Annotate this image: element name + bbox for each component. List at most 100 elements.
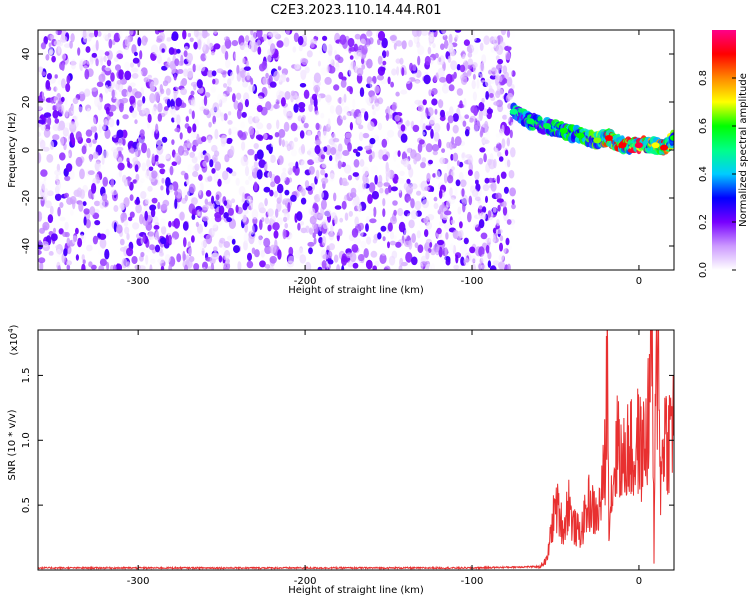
noise-speckle xyxy=(246,72,250,81)
noise-speckle xyxy=(276,119,280,130)
noise-speckle xyxy=(156,38,163,43)
noise-speckle xyxy=(169,165,174,176)
noise-speckle xyxy=(374,174,378,185)
noise-speckle xyxy=(235,135,240,145)
noise-speckle xyxy=(399,57,404,65)
noise-speckle xyxy=(381,37,388,49)
noise-speckle xyxy=(337,228,343,237)
noise-speckle xyxy=(232,51,236,61)
noise-speckle xyxy=(308,227,314,235)
noise-speckle xyxy=(139,50,143,60)
noise-speckle xyxy=(214,150,220,157)
noise-speckle xyxy=(54,74,58,79)
noise-speckle xyxy=(202,42,206,52)
noise-speckle xyxy=(401,67,405,77)
noise-speckle xyxy=(412,72,418,78)
snr-y-label: SNR (10 * v/v) xyxy=(7,409,18,480)
noise-speckle xyxy=(370,130,379,138)
noise-speckle xyxy=(211,70,217,77)
noise-speckle xyxy=(374,260,380,267)
noise-speckle xyxy=(226,235,234,241)
noise-speckle xyxy=(378,174,383,184)
noise-speckle xyxy=(452,152,459,162)
noise-speckle xyxy=(216,68,224,74)
noise-speckle xyxy=(232,93,236,103)
noise-speckle xyxy=(348,210,353,217)
noise-speckle xyxy=(129,30,134,36)
noise-speckle xyxy=(263,33,267,42)
noise-speckle xyxy=(75,156,83,167)
noise-speckle xyxy=(258,202,265,213)
noise-speckle xyxy=(299,221,305,226)
noise-speckle xyxy=(324,173,328,178)
noise-speckle xyxy=(498,261,506,270)
noise-speckle xyxy=(81,263,86,270)
noise-speckle xyxy=(136,142,142,151)
noise-speckle xyxy=(253,161,258,168)
noise-speckle xyxy=(350,187,357,196)
noise-speckle xyxy=(485,91,489,100)
noise-speckle xyxy=(64,96,68,106)
noise-speckle xyxy=(139,129,145,137)
noise-speckle xyxy=(357,230,364,237)
noise-speckle xyxy=(509,129,513,139)
noise-speckle xyxy=(265,72,269,79)
noise-speckle xyxy=(225,255,231,264)
noise-speckle xyxy=(479,211,487,221)
noise-speckle xyxy=(310,42,315,48)
noise-speckle xyxy=(198,174,203,181)
noise-speckle xyxy=(191,97,196,107)
noise-speckle xyxy=(266,144,272,151)
noise-speckle xyxy=(69,209,74,216)
noise-speckle xyxy=(41,241,49,248)
noise-speckle xyxy=(434,123,441,133)
noise-speckle xyxy=(389,35,397,41)
noise-speckle xyxy=(221,44,227,54)
noise-speckle xyxy=(92,235,98,245)
noise-speckle xyxy=(464,129,470,137)
noise-speckle xyxy=(237,261,242,270)
noise-speckle xyxy=(295,161,299,169)
noise-speckle xyxy=(424,186,430,192)
noise-speckle xyxy=(321,131,328,139)
spectrogram-x-tick-label: -100 xyxy=(461,276,484,287)
noise-speckle xyxy=(275,208,279,218)
noise-speckle xyxy=(348,64,353,76)
noise-speckle xyxy=(358,124,364,130)
noise-speckle xyxy=(186,67,194,79)
noise-speckle xyxy=(320,112,325,119)
noise-speckle xyxy=(251,232,255,237)
noise-speckle xyxy=(110,189,118,196)
noise-speckle xyxy=(223,83,228,88)
noise-speckle xyxy=(193,41,198,50)
noise-speckle xyxy=(420,261,428,267)
noise-speckle xyxy=(116,146,124,152)
noise-speckle xyxy=(145,132,149,138)
noise-speckle xyxy=(467,169,473,176)
noise-speckle xyxy=(137,37,142,47)
noise-speckle xyxy=(38,257,46,264)
noise-speckle xyxy=(219,237,226,244)
noise-speckle xyxy=(231,198,236,204)
noise-speckle xyxy=(471,62,478,69)
noise-speckle xyxy=(178,60,184,66)
noise-speckle xyxy=(226,217,233,223)
noise-speckle xyxy=(321,43,327,54)
noise-speckle xyxy=(305,225,310,234)
noise-speckle xyxy=(344,194,348,201)
noise-speckle xyxy=(195,221,199,228)
noise-speckle xyxy=(408,32,413,39)
noise-speckle xyxy=(414,242,419,249)
noise-speckle xyxy=(267,135,273,140)
noise-speckle xyxy=(364,111,369,122)
noise-speckle xyxy=(495,192,502,200)
noise-speckle xyxy=(74,177,81,188)
noise-speckle xyxy=(39,227,45,234)
noise-speckle xyxy=(286,77,290,83)
noise-speckle xyxy=(55,174,59,182)
noise-speckle xyxy=(104,128,111,139)
noise-speckle xyxy=(152,216,159,224)
noise-speckle xyxy=(347,142,352,152)
